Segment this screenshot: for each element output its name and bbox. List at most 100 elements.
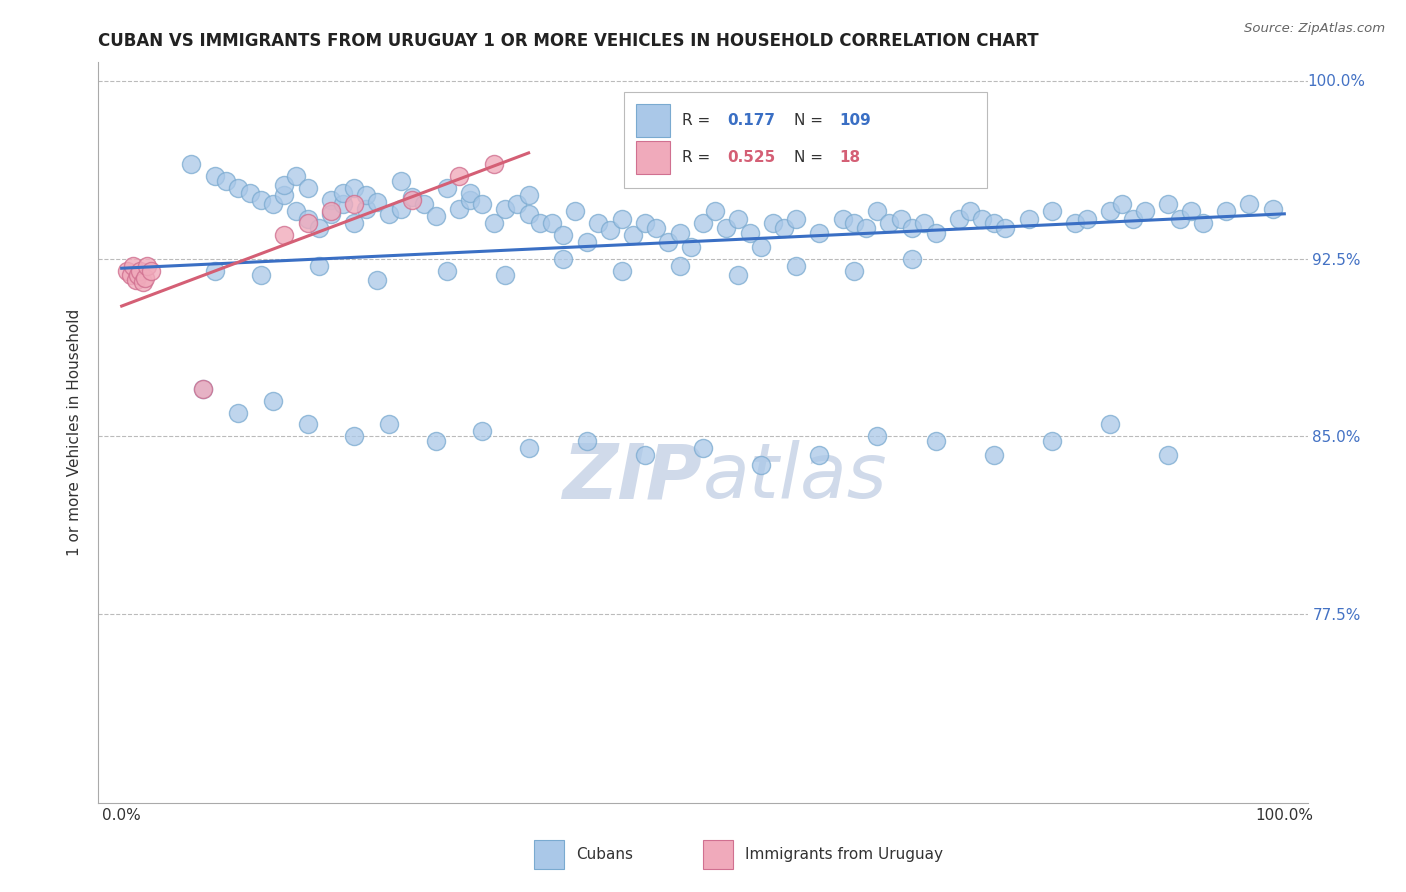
Point	[634, 448, 657, 462]
Text: N =: N =	[793, 112, 828, 128]
Point	[1122, 211, 1144, 226]
Point	[226, 405, 249, 419]
Point	[436, 263, 458, 277]
Point	[319, 193, 342, 207]
Point	[343, 181, 366, 195]
Point	[378, 207, 401, 221]
Point	[1076, 211, 1098, 226]
Point	[447, 202, 470, 216]
Point	[645, 221, 668, 235]
Point	[959, 204, 981, 219]
Point	[668, 259, 690, 273]
Text: Cubans: Cubans	[576, 847, 633, 863]
Point	[136, 259, 159, 273]
Point	[273, 178, 295, 193]
Point	[610, 263, 633, 277]
Point	[134, 270, 156, 285]
Point	[553, 252, 575, 266]
Point	[866, 204, 889, 219]
Point	[575, 235, 598, 250]
Bar	[534, 840, 564, 870]
Point	[1040, 434, 1063, 448]
Point	[1018, 211, 1040, 226]
Point	[285, 204, 308, 219]
Point	[332, 197, 354, 211]
Point	[738, 226, 761, 240]
Text: 109: 109	[839, 112, 872, 128]
Point	[983, 448, 1005, 462]
Point	[425, 434, 447, 448]
Point	[354, 202, 377, 216]
Point	[436, 181, 458, 195]
Point	[204, 169, 226, 183]
Point	[1157, 448, 1180, 462]
Point	[844, 216, 866, 230]
Text: 18: 18	[839, 150, 860, 165]
Point	[785, 259, 807, 273]
Point	[204, 263, 226, 277]
Point	[901, 221, 924, 235]
Point	[250, 268, 273, 283]
Point	[482, 216, 505, 230]
Point	[692, 441, 714, 455]
Point	[120, 268, 142, 283]
Point	[681, 240, 703, 254]
Point	[319, 204, 342, 219]
Point	[727, 211, 749, 226]
Point	[877, 216, 900, 230]
Point	[703, 204, 725, 219]
Point	[262, 393, 284, 408]
Point	[297, 216, 319, 230]
Point	[1168, 211, 1191, 226]
Point	[482, 157, 505, 171]
Point	[1098, 204, 1121, 219]
Point	[460, 193, 482, 207]
FancyBboxPatch shape	[624, 92, 987, 188]
Point	[250, 193, 273, 207]
Point	[1098, 417, 1121, 432]
Point	[191, 382, 214, 396]
Point	[354, 187, 377, 202]
Point	[1180, 204, 1202, 219]
Point	[1064, 216, 1087, 230]
Text: R =: R =	[682, 150, 716, 165]
Point	[844, 263, 866, 277]
Point	[517, 441, 540, 455]
Point	[668, 226, 690, 240]
Point	[610, 211, 633, 226]
Text: Immigrants from Uruguay: Immigrants from Uruguay	[745, 847, 943, 863]
Point	[983, 216, 1005, 230]
Point	[366, 194, 388, 209]
Point	[389, 202, 412, 216]
Point	[948, 211, 970, 226]
Point	[575, 434, 598, 448]
Point	[285, 169, 308, 183]
Point	[1133, 204, 1156, 219]
Point	[553, 228, 575, 243]
Bar	[637, 103, 671, 136]
Point	[366, 273, 388, 287]
Point	[762, 216, 785, 230]
Point	[378, 417, 401, 432]
Point	[124, 273, 146, 287]
Point	[332, 186, 354, 200]
Point	[517, 187, 540, 202]
Point	[621, 228, 644, 243]
Text: ZIP: ZIP	[564, 440, 703, 514]
Point	[191, 382, 214, 396]
Point	[727, 268, 749, 283]
Point	[226, 181, 249, 195]
Point	[517, 207, 540, 221]
Point	[1239, 197, 1261, 211]
Point	[308, 259, 330, 273]
Text: R =: R =	[682, 112, 716, 128]
Text: 0.177: 0.177	[727, 112, 775, 128]
Point	[866, 429, 889, 443]
Point	[129, 263, 152, 277]
Point	[912, 216, 935, 230]
Point	[139, 263, 162, 277]
Point	[634, 216, 657, 230]
Point	[273, 228, 295, 243]
Point	[1111, 197, 1133, 211]
Bar	[637, 141, 671, 174]
